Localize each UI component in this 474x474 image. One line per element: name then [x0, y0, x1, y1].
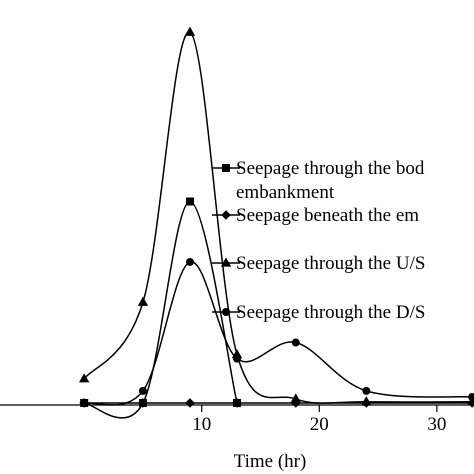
data-point-circle-4: [291, 338, 300, 347]
series-line-square: [84, 200, 238, 419]
legend-marker-square: [222, 164, 230, 172]
legend-label-square-line-2: embankment: [236, 182, 335, 203]
data-point-square-2: [185, 197, 194, 206]
x-tick-label-30: 30: [427, 414, 446, 435]
data-point-triangle-1: [137, 296, 149, 306]
data-point-circle-6: [468, 392, 474, 401]
data-point-triangle-2: [184, 26, 196, 36]
x-tick-label-20: 20: [310, 414, 329, 435]
data-point-diamond-2: [185, 398, 195, 408]
data-point-circle-1: [138, 386, 147, 395]
data-point-diamond-1: [138, 398, 148, 408]
data-point-circle-3: [233, 354, 241, 363]
legend-label-circle: Seepage through the D/S: [236, 302, 425, 323]
data-point-triangle-0: [78, 373, 90, 383]
x-ticks: 10 20 30: [192, 405, 446, 435]
legend-marker-triangle: [220, 257, 232, 267]
data-point-circle-0: [80, 398, 89, 407]
x-axis-label: Time (hr): [234, 451, 307, 472]
legend-label-diamond: Seepage beneath the em: [236, 205, 419, 226]
legend-label-triangle: Seepage through the U/S: [236, 253, 425, 274]
legend-marker-circle: [222, 308, 230, 316]
data-point-triangle-4: [290, 393, 301, 403]
data-point-circle-5: [362, 386, 371, 395]
legend-label-square: Seepage through the bod: [236, 158, 425, 179]
data-point-circle-2: [185, 257, 194, 266]
legend-marker-diamond: [221, 210, 231, 220]
series-line-triangle: [83, 31, 473, 404]
data-point-triangle-5: [361, 396, 372, 406]
series-line-circle: [84, 261, 473, 406]
legend: Seepage through the bodembankmentSeepage…: [212, 158, 425, 323]
x-tick-label-10: 10: [192, 414, 211, 435]
